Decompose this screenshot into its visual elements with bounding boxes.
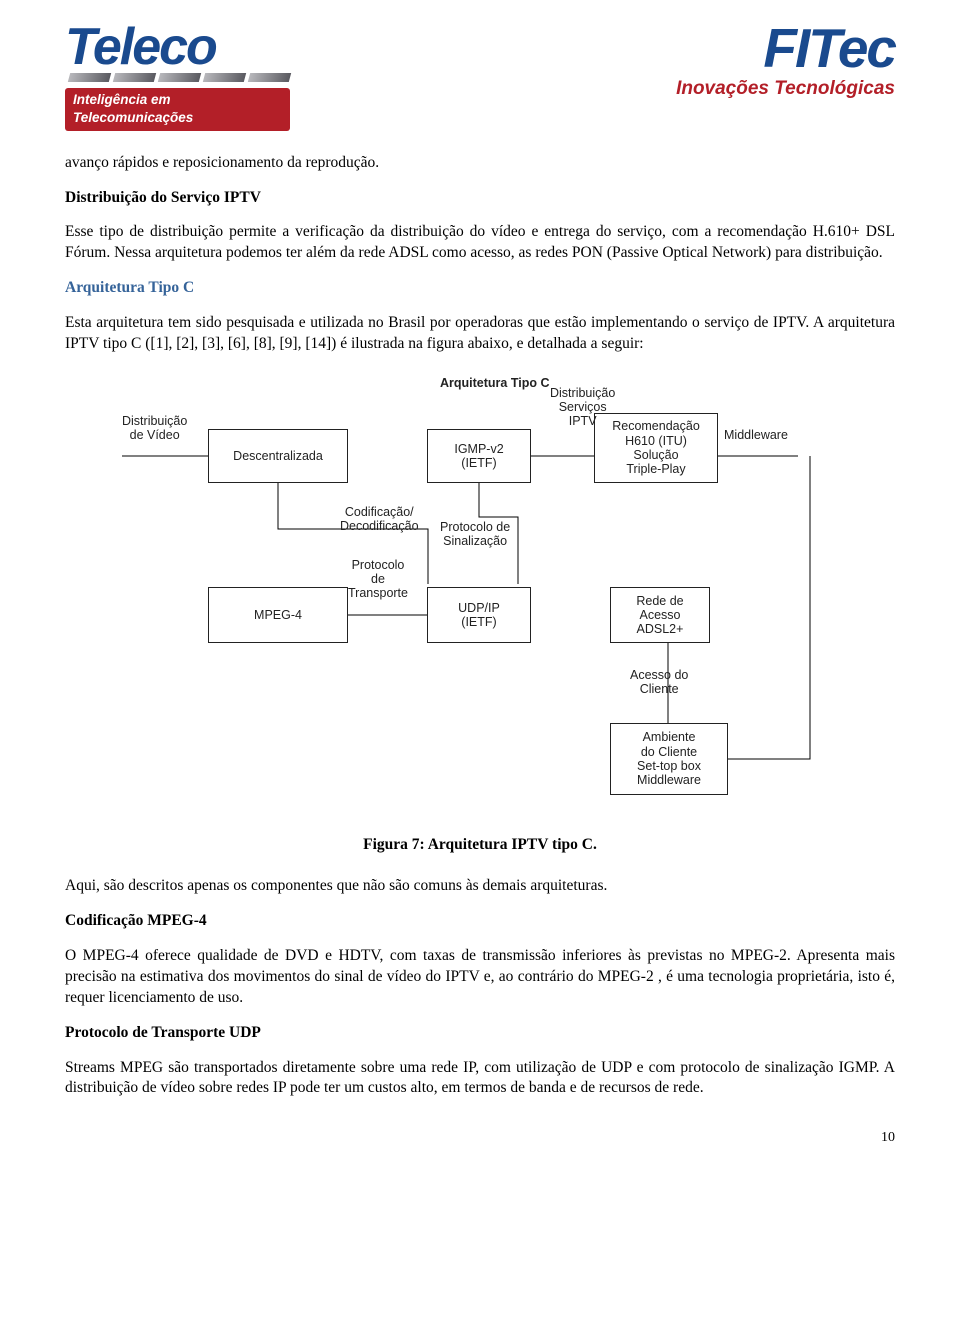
teleco-logo: Teleco Inteligência em Telecomunicações [65, 25, 290, 131]
heading: Distribuição do Serviço IPTV [65, 188, 895, 209]
teleco-logo-bars [65, 73, 290, 82]
diagram-label: Middleware [724, 429, 788, 443]
fitec-logo: FITec Inovações Tecnológicas [640, 25, 895, 101]
page-header: Teleco Inteligência em Telecomunicações … [65, 25, 895, 131]
diagram-label: Codificação/ Decodificação [340, 506, 419, 534]
heading: Arquitetura Tipo C [65, 278, 895, 299]
diagram-label: Distribuição de Vídeo [122, 415, 187, 443]
diagram-node: Descentralizada [208, 429, 348, 483]
diagram-label: Acesso do Cliente [630, 669, 688, 697]
paragraph: Streams MPEG são transportados diretamen… [65, 1058, 895, 1100]
heading: Codificação MPEG-4 [65, 911, 895, 932]
fitec-logo-tagline: Inovações Tecnológicas [640, 76, 895, 102]
teleco-logo-name: Teleco [65, 25, 290, 69]
architecture-diagram: Arquitetura Tipo C Descentralizada IGMP-v2… [65, 369, 895, 829]
diagram-label: Protocolo de Transporte [348, 559, 408, 600]
diagram-node: Ambiente do Cliente Set-top box Middlewa… [610, 723, 728, 795]
fitec-logo-name: FITec [640, 25, 895, 72]
diagram-title: Arquitetura Tipo C [440, 375, 550, 392]
page-number: 10 [65, 1129, 895, 1148]
figure-caption: Figura 7: Arquitetura IPTV tipo C. [65, 835, 895, 856]
paragraph: avanço rápidos e reposicionamento da rep… [65, 153, 895, 174]
heading: Protocolo de Transporte UDP [65, 1023, 895, 1044]
paragraph: Esse tipo de distribuição permite a veri… [65, 222, 895, 264]
paragraph: Aqui, são descritos apenas os componente… [65, 876, 895, 897]
diagram-node: IGMP-v2 (IETF) [427, 429, 531, 483]
diagram-node: UDP/IP (IETF) [427, 587, 531, 643]
diagram-node: MPEG-4 [208, 587, 348, 643]
diagram-label: Distribuição Serviços IPTV [550, 387, 615, 428]
diagram-node: Rede de Acesso ADSL2+ [610, 587, 710, 643]
paragraph: Esta arquitetura tem sido pesquisada e u… [65, 313, 895, 355]
paragraph: O MPEG-4 oferece qualidade de DVD e HDTV… [65, 946, 895, 1009]
diagram-label: Protocolo de Sinalização [440, 521, 510, 549]
teleco-logo-tagline: Inteligência em Telecomunicações [65, 88, 290, 130]
